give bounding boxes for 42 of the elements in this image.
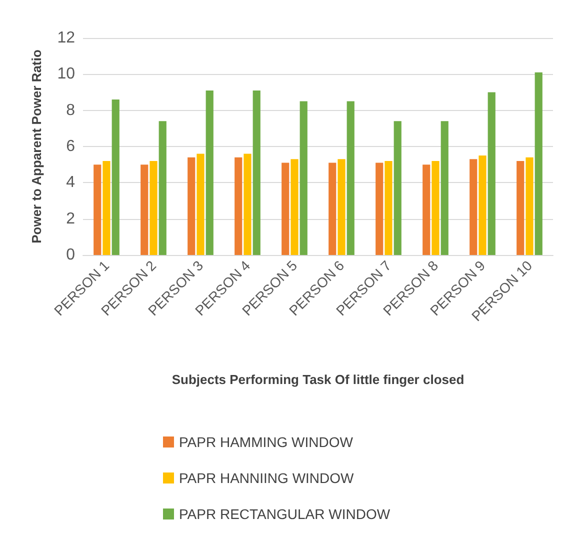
legend-label: PAPR HANNIING WINDOW <box>179 470 355 486</box>
bar <box>488 92 496 255</box>
bar <box>140 164 148 255</box>
y-axis-title: Power to Apparent Power Ratio <box>29 50 44 244</box>
y-tick-label: 4 <box>66 174 76 192</box>
bar <box>384 160 392 255</box>
bar <box>112 99 120 255</box>
bar <box>534 72 542 255</box>
bar <box>206 90 214 255</box>
bar <box>94 164 102 255</box>
bar <box>394 121 402 255</box>
y-tick-label: 0 <box>66 246 76 264</box>
bar <box>478 156 486 255</box>
bar <box>516 160 524 255</box>
y-tick-label: 10 <box>57 66 76 83</box>
bar <box>422 164 430 255</box>
bar <box>102 160 110 255</box>
bar <box>158 121 166 255</box>
y-tick-label: 8 <box>66 102 76 119</box>
bar <box>300 101 308 255</box>
bar <box>338 159 346 255</box>
bar <box>150 160 158 255</box>
bar <box>376 162 384 255</box>
legend-label: PAPR RECTANGULAR WINDOW <box>179 506 391 522</box>
bar <box>234 157 242 255</box>
y-tick-label: 6 <box>66 138 76 155</box>
bar <box>290 159 298 255</box>
bar <box>252 90 260 255</box>
bar <box>346 101 354 255</box>
bar <box>244 154 252 255</box>
legend-label: PAPR HAMMING WINDOW <box>179 434 354 450</box>
y-tick-label: 2 <box>66 210 76 228</box>
bar <box>526 157 534 255</box>
y-tick-label: 12 <box>57 30 76 46</box>
bar <box>282 162 290 255</box>
bar <box>188 157 196 255</box>
bar <box>470 159 478 255</box>
bar <box>432 160 440 255</box>
x-axis-title: Subjects Performing Task Of little finger closed <box>172 372 464 387</box>
bar <box>328 162 336 255</box>
bar <box>440 121 448 255</box>
bar <box>196 154 204 255</box>
